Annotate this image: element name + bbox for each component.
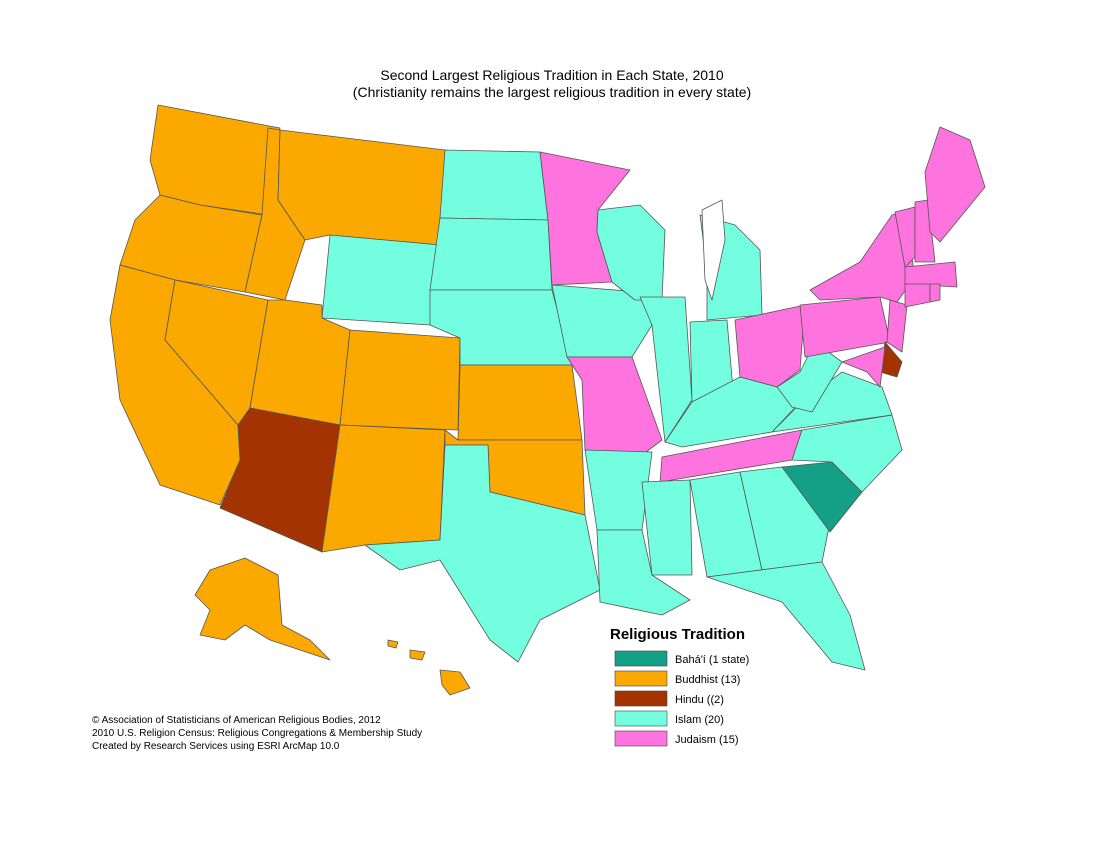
legend-label: Bahá'í (1 state) bbox=[675, 654, 749, 666]
legend: Bahá'í (1 state) Buddhist (13) Hindu ((2) I… bbox=[614, 650, 749, 747]
state bbox=[429, 217, 553, 291]
state bbox=[924, 126, 986, 243]
state bbox=[596, 204, 666, 301]
state bbox=[439, 149, 549, 221]
state bbox=[321, 424, 446, 553]
legend-swatch bbox=[614, 650, 668, 667]
legend-label: Judaism (15) bbox=[675, 734, 739, 746]
legend-swatch bbox=[614, 730, 668, 747]
state bbox=[339, 329, 461, 431]
state bbox=[791, 414, 903, 493]
legend-title: Religious Tradition bbox=[610, 626, 745, 643]
state bbox=[596, 529, 691, 616]
state bbox=[364, 444, 601, 663]
state bbox=[277, 129, 446, 246]
state bbox=[457, 364, 583, 441]
state bbox=[734, 304, 806, 388]
state bbox=[739, 466, 831, 571]
legend-swatch bbox=[614, 670, 668, 687]
legend-label: Hindu ((2) bbox=[675, 694, 724, 706]
map-title: Second Largest Religious Tradition in Ea… bbox=[380, 67, 723, 83]
state bbox=[914, 199, 936, 263]
lake bbox=[701, 199, 726, 301]
state bbox=[194, 557, 331, 661]
state bbox=[929, 283, 941, 303]
state bbox=[119, 194, 263, 293]
state bbox=[886, 299, 908, 353]
credit-line: © Association of Statisticians of Americ… bbox=[92, 715, 381, 726]
state bbox=[321, 234, 441, 326]
state bbox=[639, 296, 693, 443]
credit-line: Created by Research Services using ESRI … bbox=[92, 741, 340, 752]
state bbox=[706, 561, 866, 671]
state bbox=[904, 283, 931, 308]
state bbox=[841, 346, 886, 388]
state bbox=[904, 261, 958, 288]
state bbox=[409, 649, 426, 661]
map-subtitle: (Christianity remains the largest religi… bbox=[353, 84, 751, 100]
legend-label: Buddhist (13) bbox=[675, 674, 740, 686]
credit-line: 2010 U.S. Religion Census: Religious Con… bbox=[92, 728, 422, 739]
state bbox=[584, 449, 653, 531]
state bbox=[387, 639, 399, 649]
state bbox=[799, 296, 891, 358]
legend-swatch bbox=[614, 690, 668, 707]
state bbox=[439, 669, 471, 696]
legend-swatch bbox=[614, 710, 668, 727]
state bbox=[641, 479, 693, 576]
legend-label: Islam (20) bbox=[675, 714, 724, 726]
state bbox=[219, 407, 341, 553]
state-map bbox=[109, 104, 986, 696]
